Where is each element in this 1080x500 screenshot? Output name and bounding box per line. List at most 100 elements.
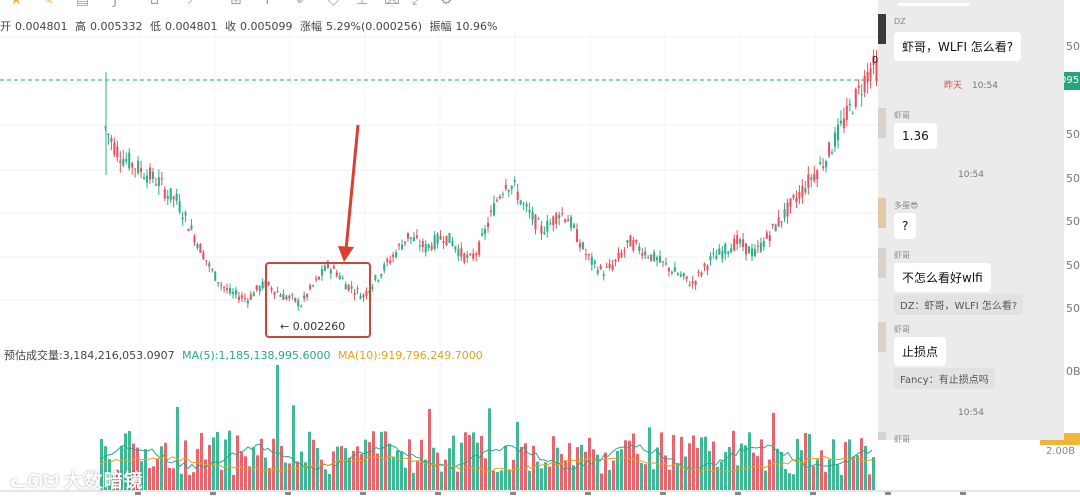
volume-bar <box>852 456 855 490</box>
candle-body <box>691 281 694 285</box>
candle-body <box>163 189 166 199</box>
volume-bar <box>492 470 495 490</box>
candle-body <box>522 203 525 205</box>
volume-bar <box>644 464 647 490</box>
drawing-tool-icon[interactable]: ✎ <box>42 0 54 8</box>
axis-label: 5000 <box>1066 128 1080 141</box>
volume-bar <box>336 446 339 490</box>
chat-sender: DZ <box>894 17 906 26</box>
volume-bar <box>828 459 831 490</box>
candle-body <box>798 191 801 199</box>
volume-bar <box>620 449 623 490</box>
candle-body <box>712 253 715 255</box>
text-tool-icon[interactable]: T <box>263 0 272 8</box>
volume-bar <box>708 450 711 490</box>
candle-body <box>125 159 128 162</box>
volume-bar <box>652 469 655 490</box>
ohlc-bar: 开 0.004801 高 0.005332 低 0.004801 收 0.005099 … <box>0 18 501 34</box>
volume-bar <box>416 461 419 490</box>
candle-body <box>320 269 324 276</box>
volume-bar <box>300 451 303 490</box>
pin-icon[interactable]: ⊥ <box>356 0 369 8</box>
time-tick <box>585 492 591 495</box>
volume-bar <box>548 466 551 490</box>
candle-body <box>845 105 848 120</box>
zoom-icon[interactable]: ⤢ <box>412 0 424 8</box>
volume-bar <box>420 439 423 490</box>
volume-bar <box>780 451 783 490</box>
volume-bar <box>124 433 127 490</box>
candle-body <box>519 200 522 205</box>
chart-type-icon[interactable]: ▤ <box>76 0 90 8</box>
chat-quote[interactable]: Fancy：有止损点吗 <box>894 368 995 389</box>
ruler-icon[interactable]: ⊞ <box>230 0 242 8</box>
volume-bar <box>612 460 615 490</box>
volume-bar <box>248 466 251 490</box>
high-value: 0.005332 <box>90 20 143 33</box>
line-tool-icon[interactable]: ⟋ <box>188 0 198 8</box>
chat-message[interactable]: ? <box>894 213 917 239</box>
candle-body <box>525 204 528 207</box>
candle-body <box>469 254 472 256</box>
candle-body <box>472 253 475 259</box>
candle-body <box>329 269 332 274</box>
candle-body <box>801 185 804 197</box>
volume-bar <box>244 456 247 490</box>
candle-body <box>110 138 113 142</box>
candle-body <box>211 269 214 271</box>
pen-icon[interactable]: ✐ <box>296 0 308 8</box>
candle-body <box>285 296 288 300</box>
chat-message[interactable]: 止损点 <box>894 337 947 366</box>
candle-body <box>184 212 187 216</box>
indicator-icon[interactable]: ƒ <box>113 0 118 8</box>
candle-body <box>792 195 795 198</box>
delete-icon[interactable]: ⌧ <box>384 0 401 8</box>
volume-bar <box>768 459 771 490</box>
candle-body <box>181 217 184 220</box>
candle-body <box>362 294 365 298</box>
volume-bar <box>112 474 115 490</box>
chat-quote[interactable]: DZ：虾哥，WLFI 怎么看? <box>894 294 1024 315</box>
candle-body <box>199 244 202 253</box>
volume-bar <box>192 472 195 490</box>
candle-body <box>744 243 748 255</box>
candle-body <box>842 118 845 129</box>
arrow-head <box>338 246 354 262</box>
candle-body <box>733 238 736 251</box>
candle-body <box>208 263 211 267</box>
volume-bar <box>216 431 219 490</box>
chat-panel[interactable]: DZ 虾哥，WLFI 怎么看? 0 昨天 10:54 虾哥 1.36 10:54 … <box>872 0 1064 444</box>
candle-body <box>875 60 878 81</box>
low-point-label: ← 0.002260 <box>280 320 346 333</box>
volume-bar <box>396 450 399 490</box>
chat-message[interactable]: 不怎么看好wlfi <box>894 263 991 292</box>
watermark-text: 大数暗镜 <box>63 470 144 492</box>
candle-body <box>860 93 863 96</box>
volume-bar <box>484 458 487 490</box>
candle-body <box>739 239 742 244</box>
chat-message[interactable]: 虾哥，WLFI 怎么看? <box>894 32 1022 61</box>
candle-body <box>291 294 294 296</box>
candle-body <box>231 291 235 295</box>
candle-body <box>406 232 410 239</box>
star-icon[interactable]: ★ <box>10 0 23 8</box>
volume-bar <box>576 447 579 490</box>
shape-icon[interactable]: ◇ <box>328 0 339 8</box>
volume-bar <box>808 433 811 490</box>
volume-bar <box>204 459 207 490</box>
chat-message[interactable]: 1.36 <box>894 123 937 149</box>
candle-body <box>670 271 673 274</box>
bookmark-icon[interactable]: ⌂ <box>150 0 159 8</box>
candle-body <box>516 191 519 201</box>
volume-bar <box>568 443 571 490</box>
volume-bar <box>472 432 475 490</box>
candle-body <box>789 198 792 207</box>
candle-body <box>400 244 404 250</box>
volume-bar <box>128 431 131 490</box>
settings-icon[interactable]: ⚙ <box>440 0 453 8</box>
volume-bar <box>296 461 299 490</box>
volume-bar <box>556 447 559 490</box>
volume-bar <box>600 473 603 490</box>
candle-body <box>653 252 656 261</box>
candle-body <box>190 225 193 230</box>
